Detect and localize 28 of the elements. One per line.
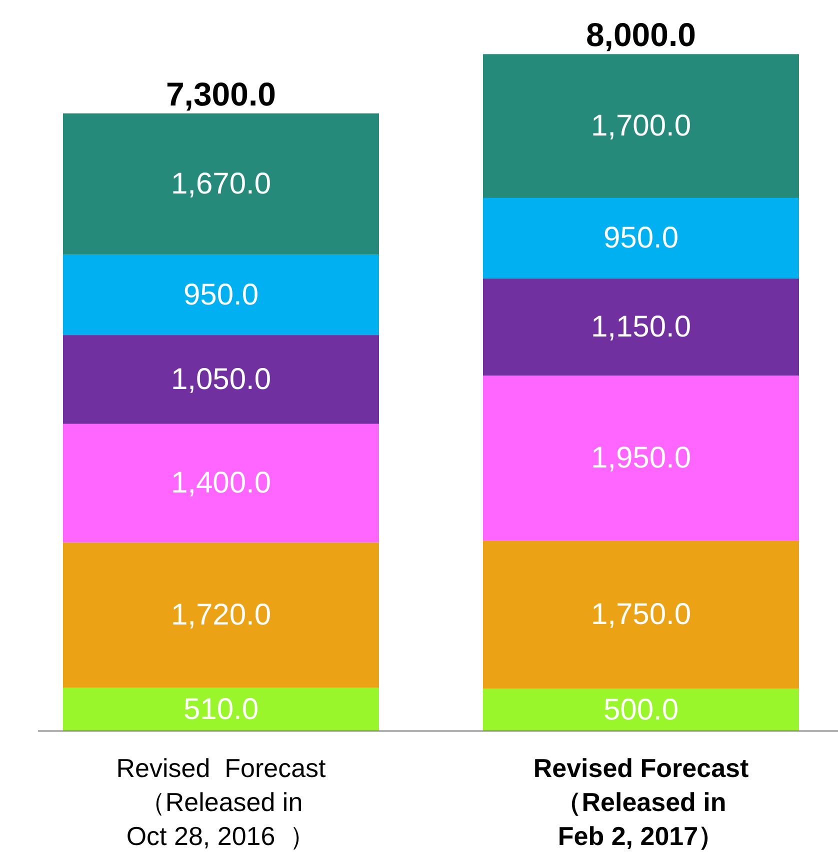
bar [483, 278, 799, 376]
x-tick-label: Revised Forecast （Released in Oct 28, 2016 ） [116, 753, 327, 851]
data-label: 1,670.0 [170, 168, 272, 201]
bar [63, 542, 379, 688]
bar [483, 54, 799, 198]
total-label: 8,000.0 [586, 16, 696, 54]
data-label: 1,150.0 [590, 310, 692, 344]
bar [63, 688, 379, 731]
bar [483, 376, 799, 541]
data-label: 1,950.0 [590, 442, 692, 475]
data-label: 500.0 [603, 693, 679, 726]
x-tick-label: Revised Forecast （Released in Feb 2, 2017） [533, 753, 750, 851]
data-label: 1,050.0 [170, 362, 272, 396]
bar [63, 335, 379, 424]
data-label: 1,750.0 [590, 598, 692, 632]
bar [483, 540, 799, 689]
bar [483, 198, 799, 278]
bar [63, 254, 379, 336]
data-label: 950.0 [183, 278, 259, 312]
total-label: 7,300.0 [166, 75, 276, 112]
bar [63, 113, 379, 255]
bar [483, 688, 799, 731]
data-label: 1,720.0 [170, 598, 272, 632]
data-label: 510.0 [183, 692, 259, 726]
data-label: 1,700.0 [590, 110, 692, 143]
data-label: 1,400.0 [170, 466, 272, 500]
bar [63, 424, 379, 542]
data-label: 950.0 [603, 222, 679, 255]
